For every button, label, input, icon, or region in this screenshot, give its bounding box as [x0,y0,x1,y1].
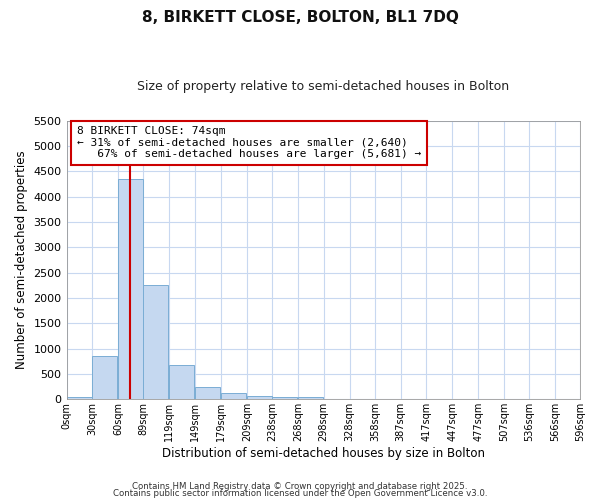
Bar [143,286,169,400]
Bar [298,398,323,400]
Bar [272,396,297,400]
Y-axis label: Number of semi-detached properties: Number of semi-detached properties [15,150,28,369]
Bar [67,397,92,400]
Bar [92,356,118,400]
Bar [221,393,246,400]
Text: 8 BIRKETT CLOSE: 74sqm
← 31% of semi-detached houses are smaller (2,640)
   67% : 8 BIRKETT CLOSE: 74sqm ← 31% of semi-det… [77,126,421,160]
Bar [195,386,220,400]
Text: 8, BIRKETT CLOSE, BOLTON, BL1 7DQ: 8, BIRKETT CLOSE, BOLTON, BL1 7DQ [142,10,458,25]
Text: Contains HM Land Registry data © Crown copyright and database right 2025.: Contains HM Land Registry data © Crown c… [132,482,468,491]
X-axis label: Distribution of semi-detached houses by size in Bolton: Distribution of semi-detached houses by … [162,447,485,460]
Title: Size of property relative to semi-detached houses in Bolton: Size of property relative to semi-detach… [137,80,509,93]
Text: Contains public sector information licensed under the Open Government Licence v3: Contains public sector information licen… [113,489,487,498]
Bar [169,365,194,400]
Bar [118,179,143,400]
Bar [247,396,272,400]
